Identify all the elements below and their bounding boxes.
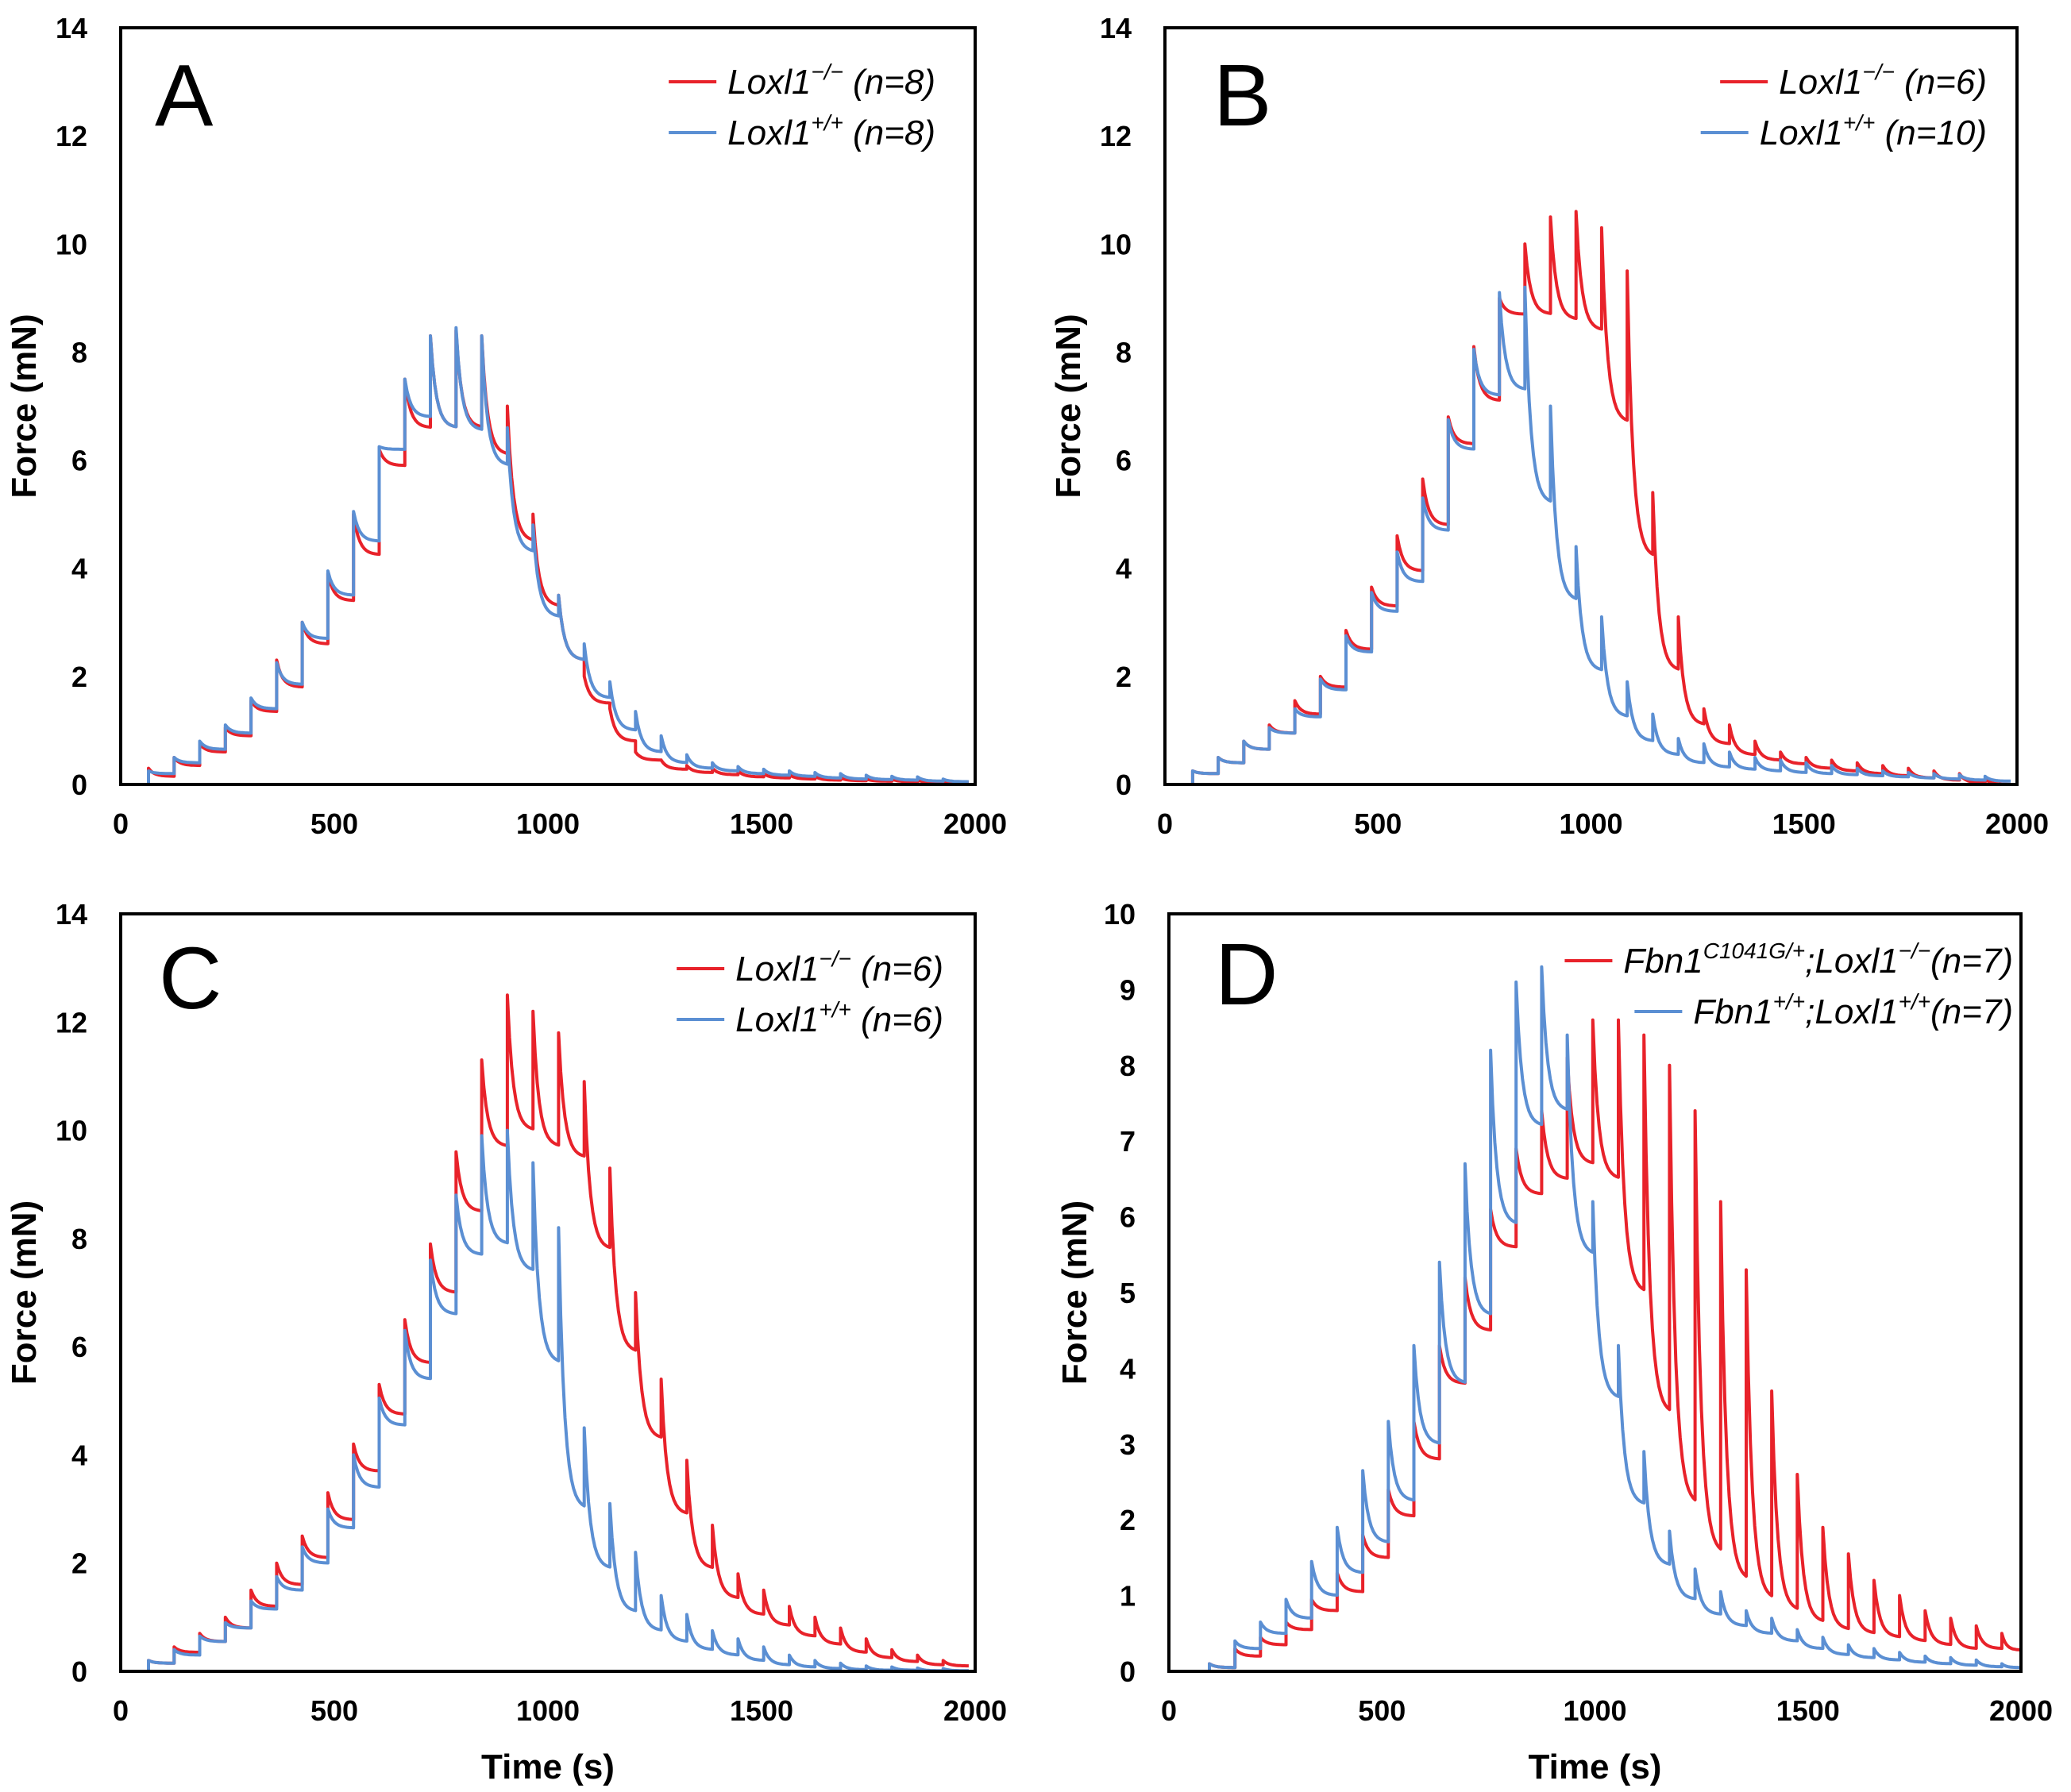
y-tick-label: 0 bbox=[71, 769, 87, 801]
y-tick-label: 0 bbox=[71, 1655, 87, 1688]
y-tick-label: 2 bbox=[1116, 661, 1132, 693]
series-line-blue bbox=[121, 1128, 969, 1673]
y-tick-label: 8 bbox=[71, 1223, 87, 1255]
y-axis-label: Force (mN) bbox=[5, 314, 44, 498]
series-line-blue bbox=[1169, 965, 2021, 1673]
y-tick-label: 14 bbox=[56, 898, 87, 931]
legend-entry-label: Fbn1C1041G/+;Loxl1−/−(n=7) bbox=[1623, 938, 2013, 981]
y-tick-label: 4 bbox=[71, 553, 87, 585]
series-line-blue bbox=[1165, 285, 2011, 786]
x-tick-label: 1500 bbox=[1776, 1694, 1840, 1727]
x-tick-label: 500 bbox=[1358, 1694, 1406, 1727]
y-tick-label: 10 bbox=[1104, 898, 1136, 931]
x-tick-label: 1000 bbox=[1559, 807, 1622, 840]
x-tick-label: 1000 bbox=[1563, 1694, 1626, 1727]
y-tick-label: 2 bbox=[1120, 1504, 1136, 1536]
series-line-red bbox=[1165, 210, 2011, 786]
x-axis-label: Time (s) bbox=[1529, 1748, 1662, 1786]
x-tick-label: 500 bbox=[310, 1694, 358, 1727]
y-tick-label: 8 bbox=[1116, 336, 1132, 368]
x-axis-label: Time (s) bbox=[481, 1748, 615, 1786]
chart-panel-b: 0 2 4 6 8 10 12 14 0 500 1000 1500 2000 Force (mN) B Lo… bbox=[1049, 12, 2049, 840]
x-tick-label: 2000 bbox=[943, 807, 1007, 840]
x-tick-label: 1000 bbox=[516, 807, 580, 840]
y-tick-label: 14 bbox=[56, 12, 87, 44]
y-tick-label: 12 bbox=[56, 1006, 87, 1039]
y-tick-label: 7 bbox=[1120, 1125, 1136, 1158]
y-tick-label: 12 bbox=[1100, 120, 1132, 152]
legend-entry-label: Loxl1+/+ (n=10) bbox=[1760, 110, 1987, 152]
y-tick-label: 4 bbox=[1120, 1352, 1136, 1385]
x-tick-label: 1500 bbox=[1772, 807, 1836, 840]
legend-entry-label: Loxl1+/+ (n=6) bbox=[735, 997, 943, 1039]
chart-panel-a: 0 2 4 6 8 10 12 14 0 500 1000 1500 2000 Force (mN) A Lo… bbox=[5, 12, 1007, 840]
y-axis-label: Force (mN) bbox=[1055, 1200, 1094, 1385]
y-tick-label: 14 bbox=[1100, 12, 1132, 44]
y-tick-label: 6 bbox=[71, 1331, 87, 1363]
series-line-blue bbox=[121, 326, 969, 786]
legend-entry-label: Loxl1−/− (n=6) bbox=[1779, 60, 1987, 102]
y-tick-label: 8 bbox=[1120, 1050, 1136, 1082]
x-tick-label: 1500 bbox=[730, 1694, 793, 1727]
y-tick-label: 10 bbox=[56, 228, 87, 260]
y-tick-label: 4 bbox=[71, 1439, 87, 1471]
x-tick-label: 500 bbox=[310, 807, 358, 840]
legend-entry-label: Loxl1+/+ (n=8) bbox=[727, 110, 935, 152]
x-tick-label: 1500 bbox=[730, 807, 793, 840]
y-tick-label: 6 bbox=[1116, 445, 1132, 477]
panel-letter: D bbox=[1215, 926, 1278, 1023]
y-axis-label: Force (mN) bbox=[5, 1200, 44, 1385]
x-tick-label: 500 bbox=[1354, 807, 1402, 840]
y-tick-label: 0 bbox=[1116, 769, 1132, 801]
y-tick-label: 0 bbox=[1120, 1655, 1136, 1688]
panel-letter: A bbox=[155, 47, 214, 145]
x-tick-label: 2000 bbox=[943, 1694, 1007, 1727]
y-tick-label: 3 bbox=[1120, 1428, 1136, 1461]
x-tick-label: 0 bbox=[113, 1694, 129, 1727]
y-tick-label: 12 bbox=[56, 120, 87, 152]
y-tick-label: 8 bbox=[71, 336, 87, 368]
y-tick-label: 2 bbox=[71, 1547, 87, 1580]
legend-entry-label: Loxl1−/− (n=8) bbox=[727, 60, 935, 102]
plot-frame bbox=[119, 912, 977, 1673]
y-tick-label: 10 bbox=[1100, 228, 1132, 260]
y-tick-label: 4 bbox=[1116, 553, 1132, 585]
x-tick-label: 0 bbox=[1161, 1694, 1177, 1727]
series-line-red bbox=[121, 329, 969, 786]
y-tick-label: 10 bbox=[56, 1115, 87, 1147]
x-tick-label: 1000 bbox=[516, 1694, 580, 1727]
x-tick-label: 0 bbox=[1157, 807, 1173, 840]
chart-panel-c: 0 2 4 6 8 10 12 14 0 500 1000 1500 2000 Force (mN) Tim… bbox=[5, 898, 1007, 1786]
y-tick-label: 5 bbox=[1120, 1277, 1136, 1309]
y-tick-label: 2 bbox=[71, 661, 87, 693]
plot-frame bbox=[1167, 912, 2023, 1673]
chart-panel-d: 0 1 2 3 4 5 6 7 8 9 10 0 500 1000 1500 2000 Force (mN) Ti… bbox=[1055, 898, 2053, 1786]
panel-letter: C bbox=[159, 930, 222, 1027]
y-axis-label: Force (mN) bbox=[1049, 314, 1088, 498]
y-tick-label: 1 bbox=[1120, 1580, 1136, 1613]
x-tick-label: 2000 bbox=[1989, 1694, 2053, 1727]
x-tick-label: 2000 bbox=[1985, 807, 2049, 840]
y-tick-label: 9 bbox=[1120, 973, 1136, 1006]
plot-frame bbox=[1163, 26, 2019, 786]
y-tick-label: 6 bbox=[1120, 1201, 1136, 1234]
legend-entry-label: Loxl1−/− (n=6) bbox=[735, 946, 943, 988]
series-line-red bbox=[121, 993, 969, 1673]
x-tick-label: 0 bbox=[113, 807, 129, 840]
series-line-red bbox=[1169, 1018, 2022, 1673]
panel-letter: B bbox=[1213, 47, 1271, 145]
legend-entry-label: Fbn1+/+;Loxl1+/+(n=7) bbox=[1693, 989, 2013, 1031]
plot-frame bbox=[119, 26, 977, 786]
y-tick-label: 6 bbox=[71, 445, 87, 477]
